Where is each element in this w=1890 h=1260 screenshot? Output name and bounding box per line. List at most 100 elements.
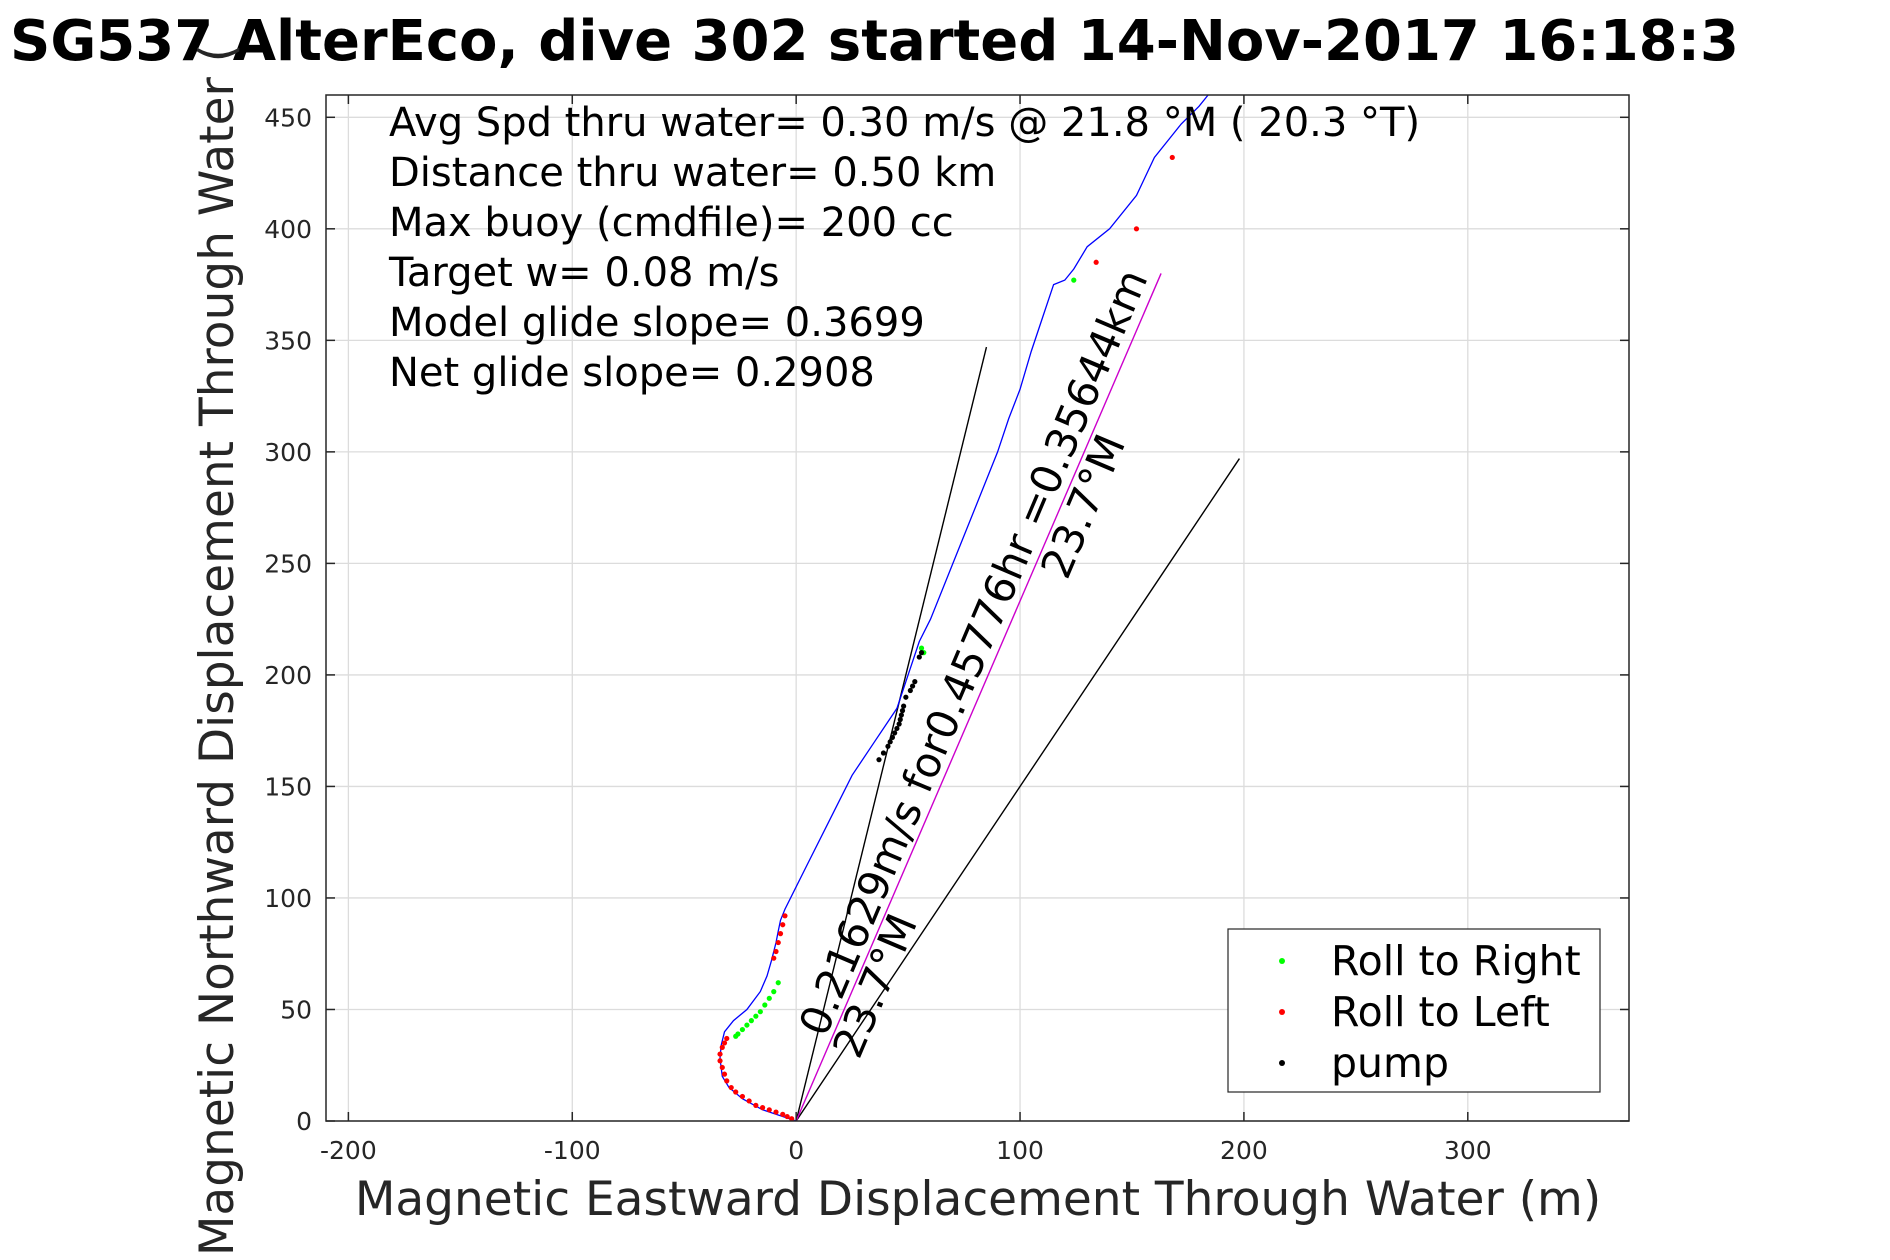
x-tick-label: 300 xyxy=(1444,1136,1492,1165)
roll-to-right-point xyxy=(766,995,772,1001)
roll-to-left-point xyxy=(753,1102,759,1108)
roll-to-left-point xyxy=(733,1089,739,1095)
roll-to-left-point xyxy=(721,1040,728,1046)
stats-line: Target w= 0.08 m/s xyxy=(388,250,779,296)
y-tick-label: 50 xyxy=(280,995,312,1024)
roll-to-left-point xyxy=(724,1078,730,1084)
y-tick-label: 350 xyxy=(264,326,312,355)
roll-to-left-point xyxy=(773,1109,779,1115)
x-tick-label: -200 xyxy=(320,1136,377,1165)
roll-to-left-point xyxy=(721,1071,728,1077)
pump-point xyxy=(909,683,916,689)
glider-track-line xyxy=(719,94,1209,1122)
roll-to-left-point xyxy=(784,1113,790,1120)
pump-point xyxy=(897,716,903,723)
roll-to-left-point xyxy=(746,1098,752,1104)
stats-line: Avg Spd thru water= 0.30 m/s @ 21.8 °M (… xyxy=(389,100,1420,146)
plot-frame xyxy=(325,94,1630,1122)
roll-to-right-point xyxy=(771,989,777,995)
y-ticks: 0 50 100 150 200 250 300 350 400 450 xyxy=(264,103,1629,1136)
stats-line: Model glide slope= 0.3699 xyxy=(389,300,925,346)
pump-point xyxy=(880,750,887,756)
pump-point xyxy=(916,654,922,660)
pump-point xyxy=(894,725,900,732)
reference-line xyxy=(795,273,1162,1122)
roll-to-right-point xyxy=(757,1009,763,1015)
legend-label: Roll to Right xyxy=(1331,937,1581,985)
pump-point xyxy=(912,679,918,685)
roll-to-right-point xyxy=(739,1026,746,1033)
roll-to-left-point xyxy=(789,1116,795,1122)
roll-to-left-point xyxy=(771,955,777,961)
roll-to-left-point xyxy=(780,1111,786,1117)
legend-label: Roll to Left xyxy=(1331,988,1550,1036)
legend-marker xyxy=(1279,1009,1285,1015)
y-tick-label: 150 xyxy=(264,772,312,801)
roll-to-right-point xyxy=(918,645,925,651)
pump-point xyxy=(898,712,904,718)
roll-to-left-point xyxy=(739,1093,746,1100)
roll-to-left-point xyxy=(717,1058,723,1064)
reference-lines xyxy=(795,273,1241,1122)
roll-to-left-point xyxy=(773,948,779,955)
roll-to-left-point xyxy=(782,913,788,919)
roll-to-right-point xyxy=(762,1002,768,1008)
roll-to-left-point xyxy=(1169,154,1175,161)
roll-to-left-point xyxy=(775,939,781,946)
roll-to-left-point xyxy=(719,1044,725,1050)
stats-line: Net glide slope= 0.2908 xyxy=(389,350,875,396)
pump-point xyxy=(901,703,907,709)
pump-point xyxy=(892,730,898,736)
roll-to-left-point xyxy=(780,922,786,928)
x-tick-label: 100 xyxy=(996,1136,1044,1165)
reference-line xyxy=(795,346,988,1122)
y-tick-label: 250 xyxy=(264,549,312,578)
stats-text-block: Avg Spd thru water= 0.30 m/s @ 21.8 °M (… xyxy=(388,100,1420,396)
roll-to-left-point xyxy=(1093,259,1099,265)
y-grid xyxy=(326,116,1629,1122)
pump-point xyxy=(887,739,893,745)
stats-line: Max buoy (cmdfile)= 200 cc xyxy=(389,200,954,246)
roll-to-left-point xyxy=(777,931,784,937)
pump-point xyxy=(918,650,925,656)
roll-to-right-point xyxy=(744,1022,750,1028)
roll-to-left-point xyxy=(717,1051,723,1057)
legend-label: pump xyxy=(1331,1039,1449,1087)
pump-point xyxy=(896,721,902,727)
x-ticks: -200 -100 0 100 200 300 xyxy=(320,95,1492,1165)
legend-marker xyxy=(1279,958,1285,964)
pump-point xyxy=(899,708,906,714)
pump-point xyxy=(903,694,909,700)
y-tick-label: 300 xyxy=(264,438,312,467)
roll-to-left-point xyxy=(728,1084,734,1091)
y-tick-label: 100 xyxy=(264,884,312,913)
x-axis-label: Magnetic Eastward Displacement Through W… xyxy=(355,1172,1601,1227)
chart-title: SG537 AlterEco, dive 302 started 14-Nov-… xyxy=(10,9,1739,74)
data-markers xyxy=(717,154,1175,1122)
reference-line xyxy=(795,458,1241,1122)
y-axis-label: Magnetic Northward Displacement Through … xyxy=(190,44,245,1256)
pump-point xyxy=(907,687,913,694)
roll-to-right-point xyxy=(1071,277,1077,283)
x-tick-label: -100 xyxy=(544,1136,601,1165)
x-tick-label: 200 xyxy=(1220,1136,1268,1165)
roll-to-left-point xyxy=(719,1064,725,1071)
y-tick-label: 450 xyxy=(264,103,312,132)
pump-point xyxy=(889,734,896,740)
y-tick-label: 200 xyxy=(264,661,312,690)
roll-to-left-point xyxy=(724,1035,730,1042)
y-tick-label: 400 xyxy=(264,215,312,244)
roll-to-right-point xyxy=(753,1013,759,1019)
roll-to-left-point xyxy=(759,1105,766,1111)
roll-to-right-point xyxy=(775,980,781,986)
y-tick-label: 0 xyxy=(296,1107,312,1136)
stats-line: Distance thru water= 0.50 km xyxy=(389,150,996,196)
roll-to-left-point xyxy=(1133,226,1140,232)
roll-to-right-point xyxy=(733,1033,739,1039)
roll-to-right-point xyxy=(748,1018,754,1024)
legend-marker xyxy=(1279,1060,1285,1066)
pump-point xyxy=(885,743,891,749)
x-tick-label: 0 xyxy=(788,1136,804,1165)
